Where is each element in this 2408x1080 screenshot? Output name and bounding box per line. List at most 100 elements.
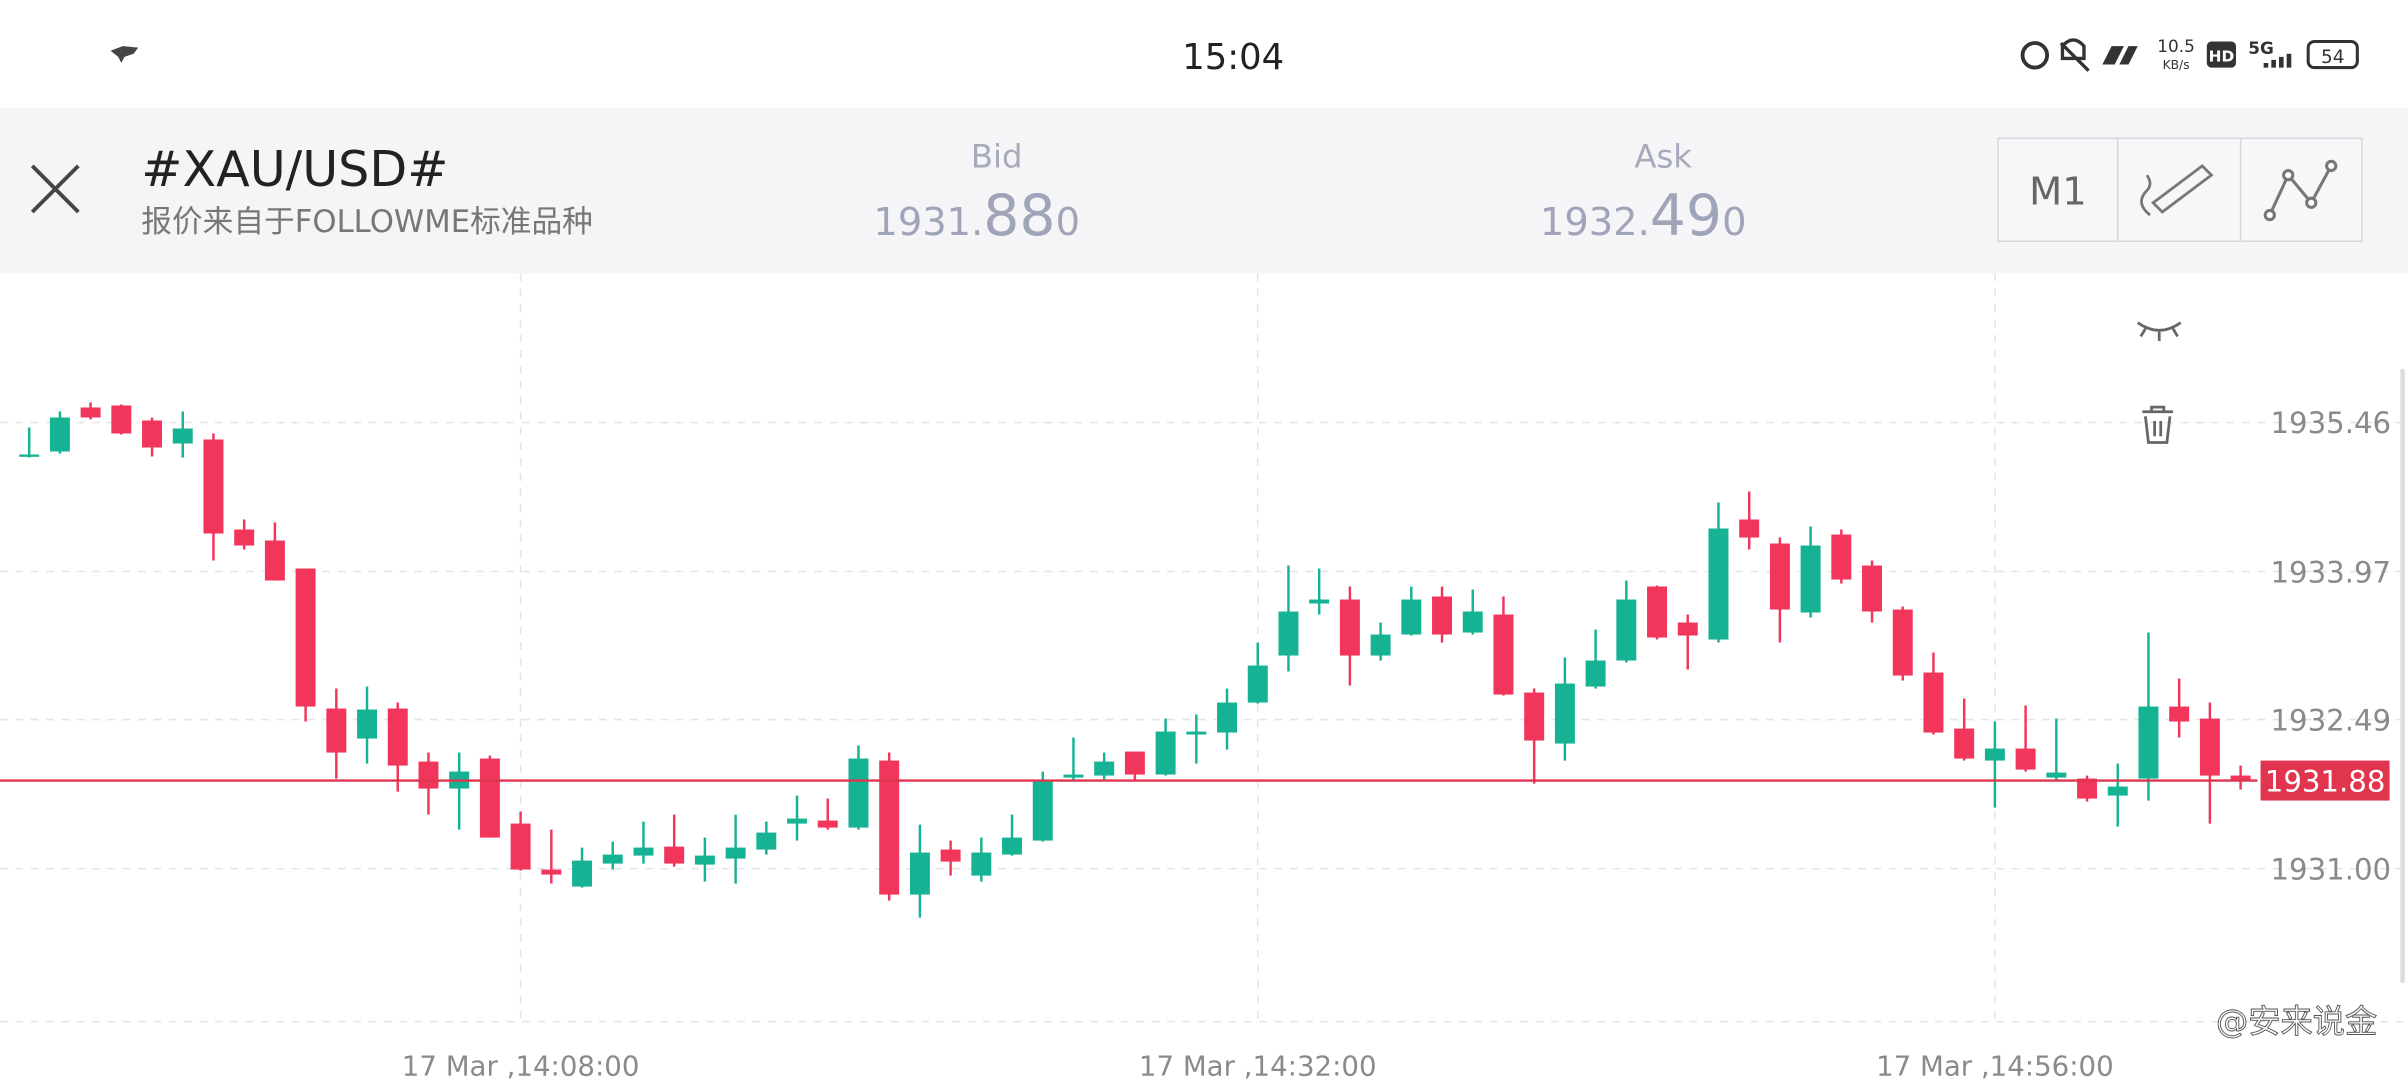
price-tag-label: 1931.88 (2265, 764, 2386, 798)
candle-body (1616, 599, 1637, 661)
candle-body (1339, 599, 1360, 656)
candle-body (1923, 672, 1944, 733)
indicator-node (2305, 196, 2318, 209)
candle-body (111, 405, 132, 434)
candle-body (49, 417, 70, 452)
candle-body (1432, 596, 1453, 635)
alarm-icon (2020, 41, 2050, 70)
candle-body (756, 832, 777, 850)
candle-body (1892, 609, 1913, 676)
status-bar: 15:04 10.5 KB/s HD 5G 54 (110, 36, 2359, 78)
candle-body (1493, 614, 1514, 695)
candle-body (1585, 660, 1606, 687)
candle-body (1124, 751, 1145, 775)
candle-body (2199, 718, 2220, 776)
indicator-node (2325, 159, 2338, 173)
hd-badge (2206, 41, 2236, 68)
candle-body (602, 854, 623, 864)
battery-icon (2306, 39, 2359, 70)
x-tick-label: 17 Mar ,14:56:00 (1876, 1049, 2114, 1080)
candle-body (848, 758, 869, 828)
candle-body (295, 568, 316, 707)
candle-body (418, 761, 439, 789)
candle-body (142, 420, 163, 448)
hide-button[interactable] (2136, 321, 2182, 342)
candle-body (357, 709, 378, 739)
candle-body (1094, 761, 1115, 776)
candle-body (909, 852, 930, 895)
candle-body (694, 855, 715, 865)
bid-price: 1931.880 (873, 183, 1080, 249)
watermark: @安来说金 (2216, 1002, 2377, 1040)
candle-body (1002, 837, 1023, 855)
candle-body (2169, 706, 2190, 722)
app-icon (110, 46, 139, 63)
candle-body (2077, 778, 2098, 799)
candle-body (2015, 748, 2036, 770)
mute-icon (2059, 38, 2090, 72)
candle-body (510, 823, 531, 870)
candle-body (879, 760, 900, 895)
candle-body (326, 708, 347, 753)
candle-body (479, 758, 500, 838)
candle-body (664, 846, 685, 864)
y-tick-label: 1932.49 (2270, 703, 2391, 737)
candle-body (1247, 665, 1268, 703)
candle-body (264, 540, 285, 581)
candle-body (1954, 728, 1975, 759)
wifi-icon (2102, 46, 2138, 65)
candle-body (725, 847, 746, 859)
candle-body (80, 407, 101, 418)
candle-body (2230, 775, 2251, 781)
candle-body (1554, 683, 1575, 744)
timeframe-button[interactable]: M1 (2029, 169, 2087, 214)
y-tick-label: 1935.46 (2270, 406, 2391, 440)
delete-button[interactable] (2142, 405, 2174, 444)
indicator-node (2263, 208, 2276, 222)
bid-label: Bid (971, 137, 1023, 175)
candle-body (940, 849, 961, 862)
candle-body (1309, 599, 1330, 604)
scrollbar (2400, 368, 2405, 984)
y-tick-label: 1933.97 (2270, 555, 2391, 589)
x-tick-label: 17 Mar ,14:32:00 (1139, 1049, 1377, 1080)
candle-body (1186, 731, 1207, 735)
candle-body (1739, 519, 1760, 538)
clock: 15:04 (1182, 37, 1284, 78)
candle-body (1032, 780, 1053, 841)
candle-body (1155, 731, 1176, 775)
candle-body (1984, 748, 2005, 761)
candle-body (19, 454, 40, 457)
ask-price: 1932.490 (1540, 183, 1747, 249)
candle-body (1677, 622, 1698, 636)
indicator-button[interactable] (2268, 165, 2333, 216)
candle-body (2138, 706, 2159, 779)
candle-body (387, 708, 408, 766)
candle-body (572, 860, 593, 887)
chart: 1935.46 1933.97 1932.49 1931.00 17 Mar ,14:0… (0, 273, 2408, 1080)
close-icon[interactable] (30, 164, 80, 214)
signal-icon (2263, 53, 2292, 68)
candle-body (234, 529, 255, 546)
draw-tool-button[interactable] (2140, 164, 2214, 217)
symbol-subtitle: 报价来自于FOLLOWME标准品种 (141, 204, 593, 240)
candle-body (971, 852, 992, 876)
network-type: 5G (2248, 38, 2274, 58)
candle-body (1370, 634, 1391, 656)
candle-body (1862, 565, 1883, 612)
indicator-node (2282, 168, 2295, 182)
toolbar: M1 (1997, 137, 2363, 242)
candle-body (817, 820, 838, 828)
hd-label: HD (2209, 47, 2235, 65)
candle-body (1217, 702, 1238, 733)
candle-body (1462, 611, 1483, 633)
battery-level: 54 (2321, 47, 2344, 68)
net-unit: KB/s (2163, 58, 2190, 72)
ask-label: Ask (1634, 137, 1692, 175)
candle-body (1831, 534, 1852, 580)
x-tick-label: 17 Mar ,14:08:00 (402, 1049, 640, 1080)
candle-body (1769, 543, 1790, 610)
candle-body (1800, 545, 1821, 613)
close-button[interactable] (30, 164, 80, 214)
